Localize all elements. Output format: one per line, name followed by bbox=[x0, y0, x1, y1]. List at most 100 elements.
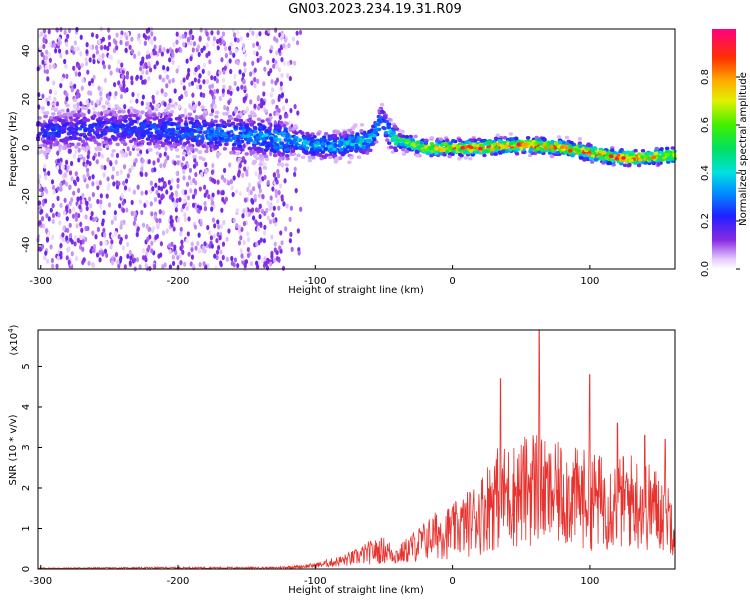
spectrogram-cell bbox=[186, 151, 192, 156]
spectrogram-cell bbox=[125, 74, 129, 80]
spectrogram-cell bbox=[208, 137, 213, 142]
spectrogram-cell bbox=[176, 217, 181, 223]
spectrogram-cell bbox=[492, 142, 497, 147]
spectrogram-cell bbox=[313, 143, 319, 148]
spectrogram-cell bbox=[202, 123, 208, 128]
spectrogram-cell bbox=[161, 142, 166, 146]
spectrogram-cell bbox=[344, 149, 350, 154]
spectrogram-cell bbox=[212, 36, 217, 42]
spectrogram-cell bbox=[235, 223, 239, 229]
snr-series-line bbox=[37, 329, 676, 571]
spectrogram-cell bbox=[372, 134, 377, 138]
spectrogram-cell bbox=[141, 94, 145, 100]
spectrogram-cell bbox=[57, 129, 62, 134]
spectrogram-cell bbox=[76, 196, 80, 202]
spectrogram-cell bbox=[209, 89, 213, 95]
spectrogram-cell bbox=[280, 240, 284, 246]
spectrogram-cell bbox=[361, 145, 366, 150]
spectrogram-cell bbox=[140, 139, 145, 144]
spectrogram-cell bbox=[153, 167, 157, 173]
spectrogram-cell bbox=[51, 234, 55, 240]
spectrogram-cell bbox=[237, 240, 242, 246]
spectrogram-cell bbox=[331, 147, 337, 152]
spectrogram-cell bbox=[577, 137, 583, 141]
spectrogram-cell bbox=[245, 171, 249, 177]
spectrogram-cell bbox=[145, 121, 151, 125]
spectrogram-cell bbox=[220, 207, 224, 213]
spectrogram-cell bbox=[168, 113, 173, 117]
spectrogram-cell bbox=[508, 132, 514, 136]
spectrogram-cell bbox=[162, 46, 166, 53]
spectrogram-cell bbox=[259, 102, 263, 108]
spectrogram-cell bbox=[405, 138, 410, 143]
spectrogram-cell bbox=[196, 122, 202, 127]
spectrogram-cell bbox=[74, 126, 79, 130]
spectrogram-cell bbox=[256, 57, 260, 63]
spectrogram-cell bbox=[292, 60, 297, 66]
spectrogram-cell bbox=[143, 78, 147, 85]
spectrogram-cell bbox=[189, 34, 193, 41]
spectrogram-cell bbox=[291, 152, 297, 156]
spectrogram-cell bbox=[211, 200, 215, 206]
spectrogram-cell bbox=[208, 112, 214, 117]
spectrogram-cell bbox=[130, 49, 135, 55]
spectrogram-cell bbox=[254, 219, 258, 225]
spectrogram-cell bbox=[184, 91, 189, 98]
spectrogram-cell bbox=[241, 128, 247, 133]
spectrogram-cell bbox=[261, 194, 265, 200]
spectrogram-cell bbox=[107, 27, 111, 33]
spectrogram-cell bbox=[564, 144, 569, 149]
spectrogram-cell bbox=[113, 210, 117, 216]
spectrogram-cell bbox=[298, 29, 303, 36]
spectrogram-cell bbox=[327, 144, 333, 149]
spectrogram-cell bbox=[350, 126, 356, 131]
spectrogram-cell bbox=[572, 147, 578, 151]
spectrogram-cell bbox=[331, 154, 337, 159]
spectrogram-cell bbox=[247, 211, 252, 217]
spectrogram-cell bbox=[251, 161, 256, 166]
spectrogram-cell bbox=[139, 60, 143, 66]
spectrogram-cell bbox=[56, 195, 60, 201]
spectrogram-cell bbox=[40, 216, 45, 222]
spectrogram-cell bbox=[286, 60, 290, 67]
spectrogram-cell bbox=[504, 149, 510, 154]
spectrogram-cell bbox=[113, 215, 117, 221]
spectrogram-cell bbox=[150, 240, 154, 246]
spectrogram-cell bbox=[295, 40, 300, 46]
spectrogram-cell bbox=[148, 38, 152, 44]
spectrogram-cell bbox=[140, 100, 144, 106]
spectrogram-cell bbox=[203, 241, 207, 247]
spectrogram-cell bbox=[158, 47, 162, 54]
spectrogram-cell bbox=[149, 125, 155, 129]
spectrogram-cell bbox=[123, 119, 128, 123]
spectrogram-cell bbox=[250, 80, 254, 86]
spectrogram-cell bbox=[100, 164, 104, 170]
spectrogram-cell bbox=[85, 183, 89, 189]
spectrogram-cell bbox=[221, 77, 226, 83]
spectrogram-cell bbox=[100, 153, 104, 159]
spectrogram-cell bbox=[582, 153, 588, 158]
spectrogram-cell bbox=[270, 234, 274, 240]
spectrogram-cell bbox=[128, 167, 132, 174]
snr-y-multiplier: (x104) bbox=[7, 324, 20, 355]
spectrogram-cell bbox=[72, 103, 77, 109]
spectrogram-cell bbox=[44, 64, 48, 71]
spectrogram-cell bbox=[145, 54, 149, 60]
spectrogram-cell bbox=[224, 122, 230, 127]
spectrogram-cell bbox=[87, 108, 91, 115]
spectrogram-cell bbox=[408, 134, 413, 139]
spectrogram-cell bbox=[210, 123, 216, 127]
spectrogram-cell bbox=[235, 207, 239, 214]
spectrogram-cell bbox=[131, 91, 135, 98]
spectrogram-cell bbox=[81, 132, 87, 137]
spectrogram-cell bbox=[62, 210, 67, 216]
spectrogram-cell bbox=[46, 76, 50, 82]
spectrogram-cell bbox=[468, 156, 473, 161]
spectrogram-cell bbox=[99, 121, 104, 125]
spectrogram-cell bbox=[342, 130, 348, 135]
spectrogram-cell bbox=[390, 131, 395, 136]
spectrogram-cell bbox=[126, 146, 130, 152]
spectrogram-cell bbox=[105, 101, 110, 105]
spectrogram-cell bbox=[115, 170, 120, 177]
spectrogram-cell bbox=[48, 118, 53, 123]
